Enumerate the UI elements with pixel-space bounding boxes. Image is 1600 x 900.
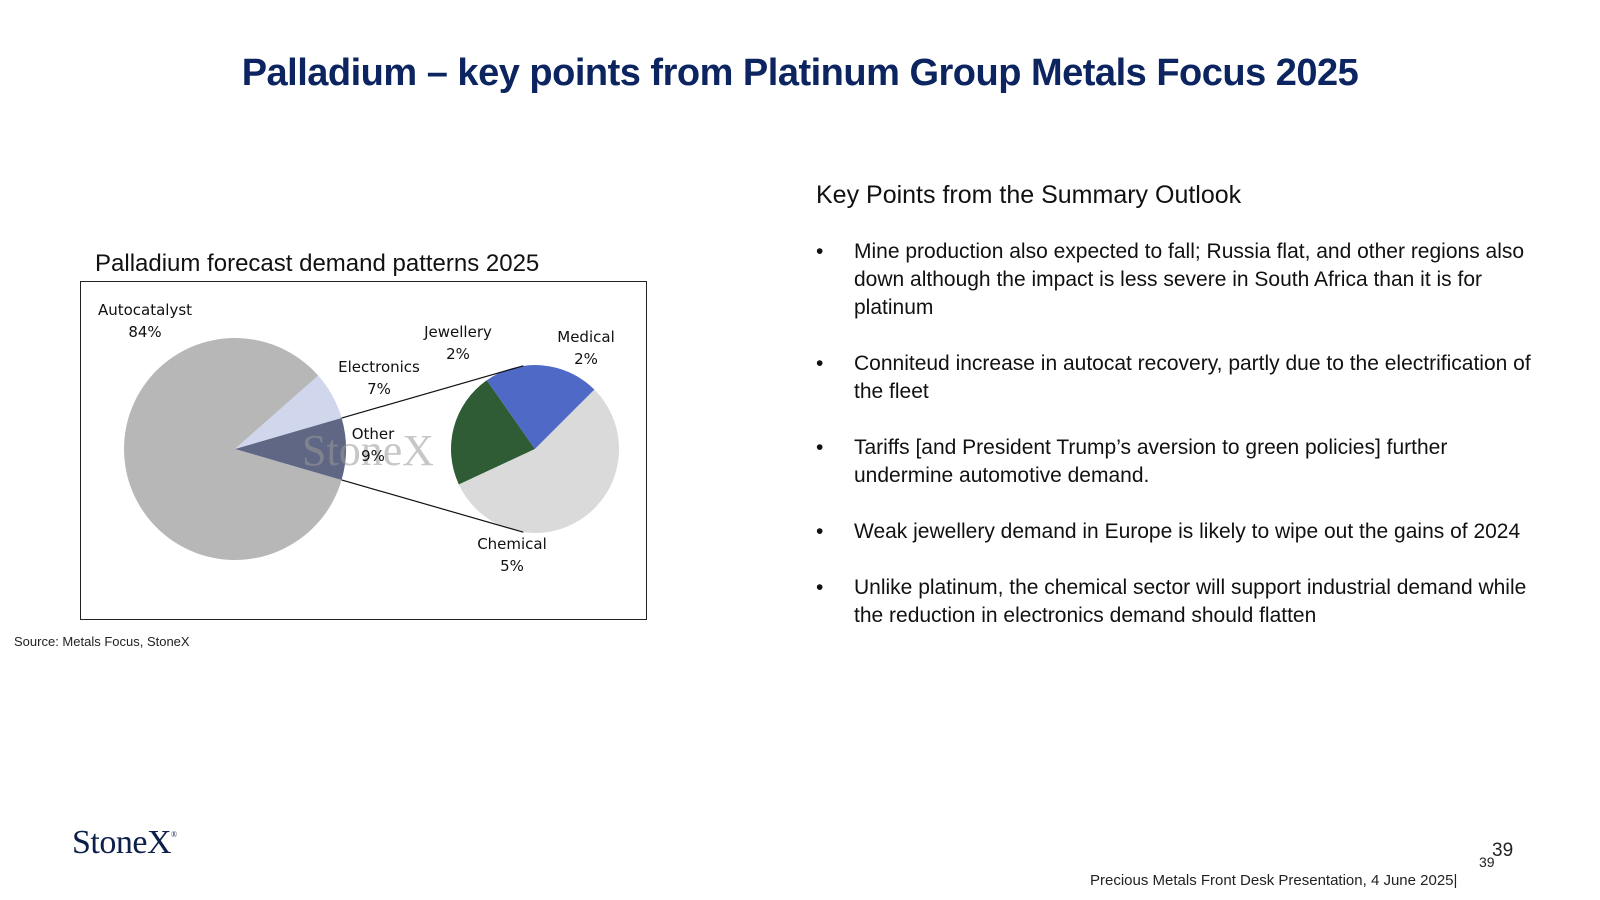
data-value-electronics: 7% (367, 380, 391, 398)
watermark-text: StoneX (302, 426, 434, 475)
key-point-text: Tariffs [and President Trump’s aversion … (854, 436, 1448, 487)
pie-chart: StoneX Autocatalyst 84% Electronics 7% Other 9… (98, 301, 619, 575)
data-label-other: Other (352, 425, 395, 443)
data-label-autocatalyst: Autocatalyst (98, 301, 192, 319)
connector-line-top (341, 365, 524, 419)
data-value-chemical: 5% (500, 557, 524, 575)
stonex-logo: StoneX® (72, 824, 177, 861)
connector-line-bottom (341, 479, 524, 533)
key-point-text: Conniteud increase in autocat recovery, … (854, 352, 1531, 403)
bullet-icon: • (816, 240, 824, 263)
key-point-item: • Unlike platinum, the chemical sector wi… (816, 574, 1536, 630)
key-point-item: • Mine production also expected to fall; … (816, 238, 1536, 322)
key-point-item: • Weak jewellery demand in Europe is like… (816, 518, 1536, 546)
pie-slice-other (235, 418, 346, 480)
data-value-medical: 2% (574, 350, 598, 368)
page-number-small: 39 (1479, 854, 1495, 870)
breakdown-slice-medical (486, 365, 595, 449)
bullet-icon: • (816, 352, 824, 375)
pie-slice-autocatalyst (123, 338, 342, 560)
key-point-text: Unlike platinum, the chemical sector wil… (854, 576, 1527, 627)
data-value-autocatalyst: 84% (128, 323, 161, 341)
key-point-text: Mine production also expected to fall; R… (854, 240, 1525, 319)
chart-title: Palladium forecast demand patterns 2025 (95, 250, 540, 277)
data-label-chemical: Chemical (477, 535, 547, 553)
pie-slice-electronics (235, 375, 342, 449)
breakdown-slice-jewellery (451, 380, 535, 485)
data-label-jewellery: Jewellery (423, 323, 492, 341)
key-points-heading: Key Points from the Summary Outlook (816, 181, 1242, 209)
bullet-icon: • (816, 520, 824, 543)
breakdown-slice-chemical (458, 389, 619, 533)
source-note: Source: Metals Focus, StoneX (14, 634, 190, 649)
bullet-icon: • (816, 436, 824, 459)
data-value-jewellery: 2% (446, 345, 470, 363)
footer-text: Precious Metals Front Desk Presentation,… (1090, 872, 1458, 889)
bullet-icon: • (816, 576, 824, 599)
key-points-list: • Mine production also expected to fall; … (816, 238, 1536, 658)
page-number: 39 (1492, 840, 1514, 861)
key-point-item: • Tariffs [and President Trump’s aversion… (816, 434, 1536, 490)
data-label-medical: Medical (557, 328, 614, 346)
data-value-other: 9% (361, 447, 385, 465)
data-label-electronics: Electronics (338, 358, 420, 376)
page-title: Palladium – key points from Platinum Gro… (241, 52, 1359, 94)
key-point-item: • Conniteud increase in autocat recovery,… (816, 350, 1536, 406)
key-point-text: Weak jewellery demand in Europe is likel… (854, 520, 1521, 543)
